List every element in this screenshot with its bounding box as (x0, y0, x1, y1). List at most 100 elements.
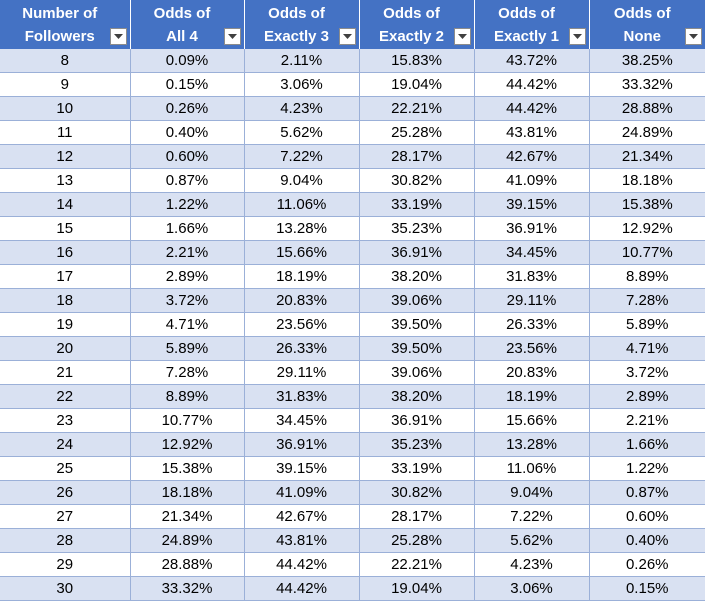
cell-all-4[interactable]: 0.09% (130, 49, 245, 73)
column-header-none[interactable]: Odds of None (589, 0, 705, 49)
cell-exactly-2[interactable]: 36.91% (359, 240, 475, 265)
cell-none[interactable]: 2.21% (589, 408, 705, 433)
cell-all-4[interactable]: 8.89% (130, 384, 245, 409)
filter-dropdown-button[interactable] (453, 28, 471, 45)
cell-all-4[interactable]: 2.89% (130, 264, 245, 289)
cell-all-4[interactable]: 2.21% (130, 240, 245, 265)
cell-none[interactable]: 0.87% (589, 480, 705, 505)
cell-exactly-1[interactable]: 43.72% (474, 49, 590, 73)
cell-exactly-1[interactable]: 31.83% (474, 264, 590, 289)
cell-exactly-1[interactable]: 18.19% (474, 384, 590, 409)
filter-dropdown-button[interactable] (685, 28, 702, 45)
cell-all-4[interactable]: 1.66% (130, 216, 245, 241)
cell-exactly-3[interactable]: 44.42% (244, 576, 360, 601)
column-header-all-4[interactable]: Odds of All 4 (130, 0, 245, 49)
column-header-exactly-1[interactable]: Odds of Exactly 1 (474, 0, 590, 49)
cell-none[interactable]: 33.32% (589, 72, 705, 97)
filter-dropdown-button[interactable] (109, 28, 127, 45)
cell-exactly-2[interactable]: 39.50% (359, 336, 475, 361)
cell-exactly-1[interactable]: 13.28% (474, 432, 590, 457)
cell-exactly-1[interactable]: 42.67% (474, 144, 590, 169)
cell-followers[interactable]: 30 (0, 576, 131, 601)
cell-exactly-2[interactable]: 33.19% (359, 192, 475, 217)
cell-all-4[interactable]: 18.18% (130, 480, 245, 505)
cell-exactly-2[interactable]: 39.06% (359, 288, 475, 313)
cell-followers[interactable]: 13 (0, 168, 131, 193)
filter-dropdown-button[interactable] (568, 28, 586, 45)
cell-exactly-1[interactable]: 44.42% (474, 96, 590, 121)
cell-exactly-2[interactable]: 38.20% (359, 264, 475, 289)
cell-exactly-2[interactable]: 19.04% (359, 576, 475, 601)
cell-exactly-2[interactable]: 28.17% (359, 504, 475, 529)
cell-exactly-3[interactable]: 4.23% (244, 96, 360, 121)
cell-followers[interactable]: 24 (0, 432, 131, 457)
cell-exactly-3[interactable]: 44.42% (244, 552, 360, 577)
cell-all-4[interactable]: 0.40% (130, 120, 245, 145)
cell-none[interactable]: 4.71% (589, 336, 705, 361)
cell-exactly-3[interactable]: 2.11% (244, 49, 360, 73)
column-header-exactly-2[interactable]: Odds of Exactly 2 (359, 0, 475, 49)
cell-none[interactable]: 10.77% (589, 240, 705, 265)
cell-exactly-1[interactable]: 23.56% (474, 336, 590, 361)
cell-exactly-3[interactable]: 34.45% (244, 408, 360, 433)
cell-exactly-1[interactable]: 39.15% (474, 192, 590, 217)
cell-exactly-1[interactable]: 36.91% (474, 216, 590, 241)
cell-all-4[interactable]: 15.38% (130, 456, 245, 481)
cell-followers[interactable]: 10 (0, 96, 131, 121)
cell-exactly-2[interactable]: 36.91% (359, 408, 475, 433)
cell-exactly-3[interactable]: 26.33% (244, 336, 360, 361)
cell-all-4[interactable]: 28.88% (130, 552, 245, 577)
cell-exactly-1[interactable]: 9.04% (474, 480, 590, 505)
cell-none[interactable]: 1.22% (589, 456, 705, 481)
cell-exactly-3[interactable]: 11.06% (244, 192, 360, 217)
cell-followers[interactable]: 8 (0, 49, 131, 73)
cell-exactly-1[interactable]: 29.11% (474, 288, 590, 313)
cell-exactly-3[interactable]: 41.09% (244, 480, 360, 505)
cell-exactly-1[interactable]: 44.42% (474, 72, 590, 97)
cell-followers[interactable]: 11 (0, 120, 131, 145)
cell-all-4[interactable]: 10.77% (130, 408, 245, 433)
cell-followers[interactable]: 12 (0, 144, 131, 169)
cell-exactly-1[interactable]: 26.33% (474, 312, 590, 337)
cell-all-4[interactable]: 21.34% (130, 504, 245, 529)
cell-exactly-2[interactable]: 22.21% (359, 96, 475, 121)
cell-exactly-2[interactable]: 30.82% (359, 480, 475, 505)
cell-exactly-3[interactable]: 7.22% (244, 144, 360, 169)
cell-exactly-3[interactable]: 39.15% (244, 456, 360, 481)
cell-all-4[interactable]: 1.22% (130, 192, 245, 217)
cell-followers[interactable]: 28 (0, 528, 131, 553)
cell-all-4[interactable]: 3.72% (130, 288, 245, 313)
cell-exactly-1[interactable]: 7.22% (474, 504, 590, 529)
cell-followers[interactable]: 19 (0, 312, 131, 337)
cell-followers[interactable]: 25 (0, 456, 131, 481)
cell-none[interactable]: 0.60% (589, 504, 705, 529)
cell-followers[interactable]: 16 (0, 240, 131, 265)
column-header-exactly-3[interactable]: Odds of Exactly 3 (244, 0, 360, 49)
cell-none[interactable]: 24.89% (589, 120, 705, 145)
cell-exactly-2[interactable]: 28.17% (359, 144, 475, 169)
cell-followers[interactable]: 18 (0, 288, 131, 313)
cell-none[interactable]: 5.89% (589, 312, 705, 337)
cell-exactly-2[interactable]: 33.19% (359, 456, 475, 481)
cell-exactly-1[interactable]: 43.81% (474, 120, 590, 145)
cell-followers[interactable]: 26 (0, 480, 131, 505)
cell-exactly-2[interactable]: 35.23% (359, 216, 475, 241)
cell-exactly-1[interactable]: 20.83% (474, 360, 590, 385)
cell-followers[interactable]: 20 (0, 336, 131, 361)
cell-none[interactable]: 0.26% (589, 552, 705, 577)
cell-exactly-1[interactable]: 34.45% (474, 240, 590, 265)
cell-exactly-3[interactable]: 9.04% (244, 168, 360, 193)
cell-exactly-3[interactable]: 13.28% (244, 216, 360, 241)
cell-none[interactable]: 1.66% (589, 432, 705, 457)
cell-none[interactable]: 0.15% (589, 576, 705, 601)
cell-exactly-3[interactable]: 5.62% (244, 120, 360, 145)
cell-followers[interactable]: 22 (0, 384, 131, 409)
cell-followers[interactable]: 21 (0, 360, 131, 385)
cell-all-4[interactable]: 0.87% (130, 168, 245, 193)
cell-exactly-2[interactable]: 15.83% (359, 49, 475, 73)
cell-none[interactable]: 18.18% (589, 168, 705, 193)
cell-exactly-2[interactable]: 35.23% (359, 432, 475, 457)
cell-exactly-3[interactable]: 31.83% (244, 384, 360, 409)
cell-none[interactable]: 12.92% (589, 216, 705, 241)
cell-none[interactable]: 8.89% (589, 264, 705, 289)
